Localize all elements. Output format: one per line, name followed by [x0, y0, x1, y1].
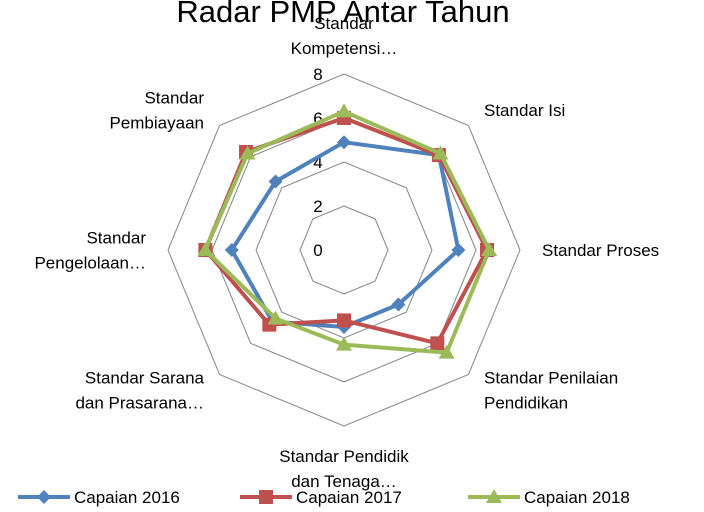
- data-point: [267, 310, 284, 325]
- r-tick-label: 2: [313, 197, 322, 216]
- data-point: [268, 174, 283, 189]
- category-label: Standar Isi: [484, 101, 565, 120]
- legend-marker: [259, 490, 273, 504]
- data-point: [430, 336, 445, 351]
- data-point: [337, 135, 351, 150]
- data-point: [336, 103, 352, 118]
- chart-title: Radar PMP Antar Tahun: [176, 0, 509, 29]
- r-tick-label: 0: [313, 241, 322, 260]
- grid-ring: [255, 161, 433, 339]
- legend-marker: [486, 489, 502, 503]
- legend-label: Capaian 2018: [524, 488, 630, 507]
- grid-ring: [211, 117, 477, 383]
- category-label: Standar Kompetensi…: [291, 14, 398, 58]
- category-label: Standar Pendidik dan Tenaga…: [279, 447, 409, 491]
- data-point: [197, 242, 214, 256]
- grid-ring: [299, 205, 389, 295]
- category-label: Standar Penilaian Pendidikan: [484, 369, 618, 413]
- data-point: [337, 313, 351, 328]
- legend-label: Capaian 2017: [296, 488, 402, 507]
- legend-marker: [37, 490, 51, 504]
- category-label: Standar Sarana dan Prasarana…: [75, 369, 204, 413]
- r-tick-label: 4: [313, 153, 322, 172]
- grid-ring: [167, 73, 521, 427]
- category-label: Standar Proses: [542, 241, 659, 260]
- data-point: [481, 242, 498, 256]
- data-point: [438, 344, 455, 359]
- r-tick-label: 6: [313, 109, 322, 128]
- data-point: [224, 243, 239, 257]
- series-line: [229, 140, 461, 330]
- data-point: [432, 145, 449, 160]
- legend-label: Capaian 2016: [74, 488, 180, 507]
- category-label: Standar Pengelolaan…: [34, 229, 146, 273]
- data-point: [336, 336, 352, 351]
- data-point: [239, 145, 256, 160]
- data-point: [391, 297, 406, 312]
- data-point: [451, 243, 466, 257]
- category-label: Standar Pembiayaan: [109, 88, 204, 132]
- r-tick-label: 8: [313, 65, 322, 84]
